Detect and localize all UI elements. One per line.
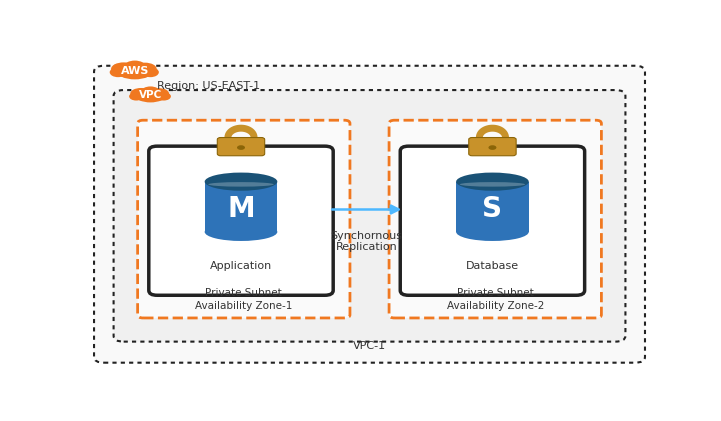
Ellipse shape [456, 223, 528, 241]
Ellipse shape [208, 182, 274, 187]
FancyBboxPatch shape [469, 138, 516, 156]
FancyBboxPatch shape [114, 90, 625, 341]
Text: VPC: VPC [139, 90, 162, 100]
Ellipse shape [205, 223, 278, 241]
FancyBboxPatch shape [400, 146, 585, 295]
Ellipse shape [156, 92, 171, 101]
Ellipse shape [149, 88, 169, 99]
FancyBboxPatch shape [94, 66, 645, 363]
Ellipse shape [124, 61, 146, 72]
FancyBboxPatch shape [138, 120, 350, 318]
FancyBboxPatch shape [217, 138, 265, 156]
Text: Database: Database [466, 261, 519, 271]
Text: AWS: AWS [120, 66, 149, 76]
Ellipse shape [131, 88, 151, 99]
Text: Availability Zone-2: Availability Zone-2 [446, 301, 544, 311]
Ellipse shape [205, 173, 278, 191]
Ellipse shape [141, 86, 159, 96]
Text: Private Subnet: Private Subnet [457, 288, 534, 298]
Ellipse shape [110, 67, 126, 77]
Ellipse shape [111, 62, 136, 75]
Ellipse shape [135, 88, 166, 102]
Text: VPC-1: VPC-1 [353, 341, 386, 351]
Ellipse shape [488, 145, 497, 150]
Text: Synchornous
Replication: Synchornous Replication [331, 231, 403, 252]
Bar [456, 181, 528, 232]
FancyBboxPatch shape [389, 120, 601, 318]
Text: S: S [482, 195, 503, 224]
Ellipse shape [460, 182, 525, 187]
Ellipse shape [114, 67, 156, 78]
Text: Private Subnet: Private Subnet [205, 288, 282, 298]
Ellipse shape [133, 91, 168, 101]
Text: Availability Zone-1: Availability Zone-1 [195, 301, 293, 311]
Text: Region: US-EAST-1: Region: US-EAST-1 [157, 81, 260, 91]
Text: M: M [227, 195, 255, 224]
Bar [205, 181, 278, 232]
Ellipse shape [129, 92, 143, 101]
Ellipse shape [117, 62, 153, 80]
FancyBboxPatch shape [149, 146, 333, 295]
Text: Application: Application [210, 261, 272, 271]
Ellipse shape [142, 67, 159, 77]
Ellipse shape [456, 173, 528, 191]
Ellipse shape [133, 63, 156, 75]
Ellipse shape [237, 145, 245, 150]
